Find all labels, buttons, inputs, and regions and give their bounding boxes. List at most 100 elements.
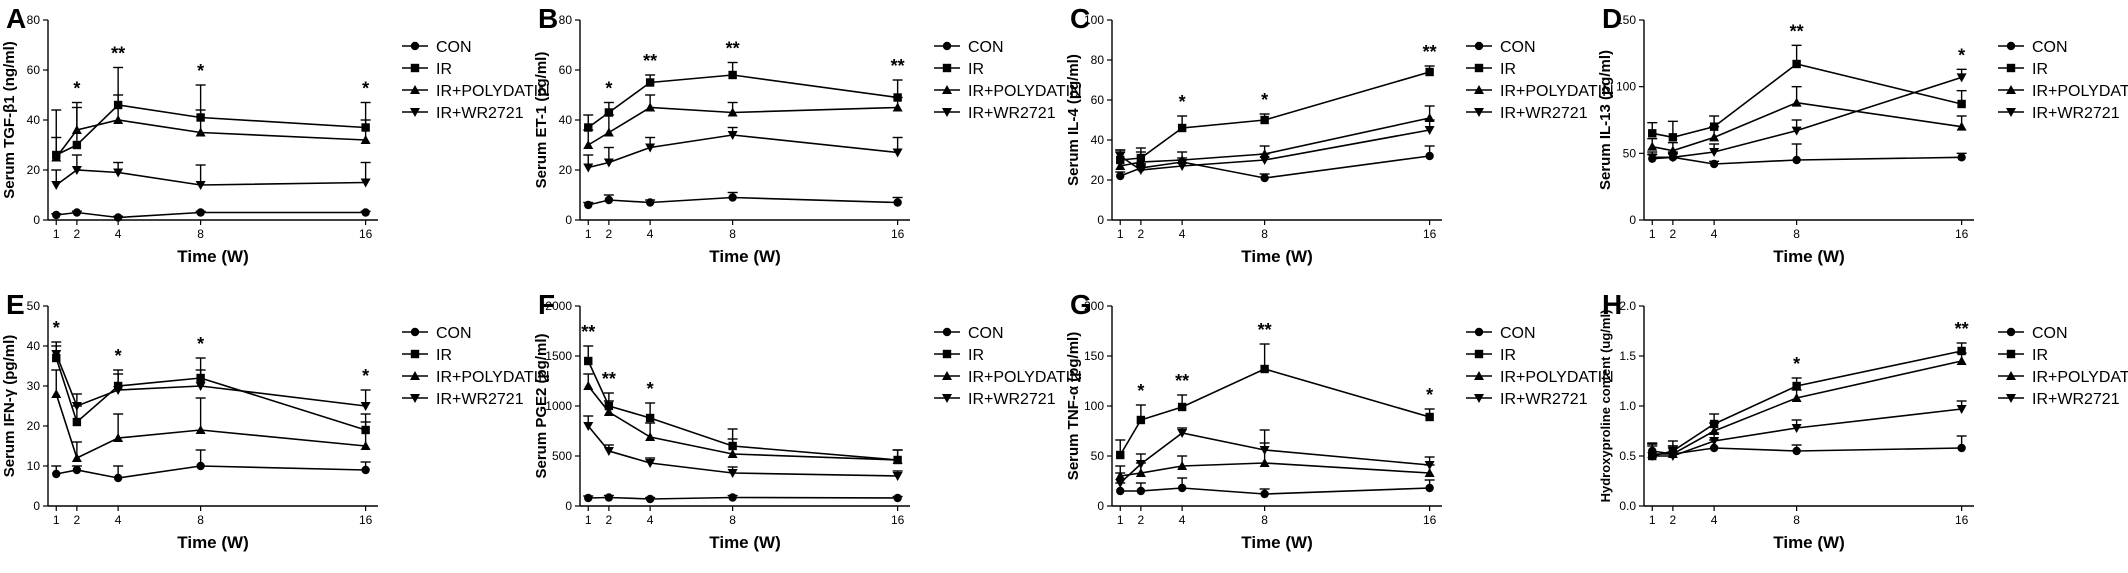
significance-annotation: ** bbox=[111, 44, 125, 64]
y-tick-label: 60 bbox=[1091, 93, 1105, 107]
series-ir-wr2721 bbox=[1115, 119, 1435, 175]
series-line bbox=[1652, 156, 1962, 165]
x-tick-label: 1 bbox=[1117, 227, 1124, 241]
data-point bbox=[1259, 458, 1270, 467]
y-tick-label: 80 bbox=[559, 13, 573, 27]
significance-annotation: ** bbox=[581, 322, 595, 342]
data-point bbox=[1792, 155, 1801, 165]
data-point bbox=[1136, 415, 1146, 425]
x-tick-label: 1 bbox=[53, 513, 60, 527]
significance-annotation: ** bbox=[1955, 319, 1969, 339]
legend: CON IR IR+POLYDATIN IR+WR2721 bbox=[1466, 325, 1614, 408]
y-tick-label: 1000 bbox=[545, 399, 572, 413]
series-ir-polydatin bbox=[1647, 85, 1967, 155]
x-axis-label: Time (W) bbox=[1241, 533, 1312, 552]
data-point bbox=[728, 70, 737, 80]
legend-label: IR bbox=[2032, 347, 2048, 364]
data-point bbox=[1259, 156, 1270, 165]
significance-annotation: ** bbox=[643, 51, 657, 71]
x-tick-label: 1 bbox=[1649, 227, 1656, 241]
x-tick-label: 16 bbox=[1423, 227, 1437, 241]
data-point bbox=[1792, 59, 1801, 69]
chart-panel-a: A 0 20 40 60 80 1 2 4 8 16 Time (W) Serum TGF-β1 (ng… bbox=[1, 3, 550, 266]
legend-label: IR+WR2721 bbox=[1500, 391, 1588, 408]
significance-annotation: * bbox=[605, 79, 612, 99]
chart-panel-g: G 0 50 100 150 200 1 2 4 8 16 Time (W) Serum TNF-α (… bbox=[1065, 289, 1614, 552]
y-tick-label: 1.5 bbox=[1619, 349, 1636, 363]
data-point bbox=[728, 193, 737, 202]
data-point bbox=[51, 389, 62, 398]
series-line bbox=[1652, 76, 1962, 159]
data-point bbox=[603, 407, 614, 416]
data-point bbox=[727, 469, 738, 478]
y-tick-label: 100 bbox=[1084, 13, 1104, 27]
panel-label: C bbox=[1070, 3, 1090, 34]
legend-label: CON bbox=[2032, 39, 2068, 56]
y-tick-label: 80 bbox=[1091, 53, 1105, 67]
series-line bbox=[587, 106, 898, 146]
series-line bbox=[55, 169, 366, 186]
data-point bbox=[72, 465, 82, 475]
y-tick-label: 0 bbox=[1097, 213, 1104, 227]
legend-label: IR bbox=[2032, 61, 2048, 78]
y-tick-label: 10 bbox=[27, 459, 41, 473]
x-tick-label: 16 bbox=[1955, 227, 1969, 241]
data-point bbox=[1177, 483, 1187, 493]
data-point bbox=[1647, 141, 1658, 151]
data-point bbox=[645, 102, 656, 112]
legend-marker bbox=[942, 349, 952, 359]
x-axis-label: Time (W) bbox=[709, 247, 780, 266]
significance-annotation: * bbox=[1958, 45, 1965, 65]
legend-label: IR+POLYDATIN bbox=[2032, 369, 2128, 386]
legend-label: IR+WR2721 bbox=[436, 391, 524, 408]
y-tick-label: 60 bbox=[559, 63, 573, 77]
data-point bbox=[603, 447, 614, 456]
series-ir-wr2721 bbox=[51, 341, 371, 411]
x-tick-label: 8 bbox=[197, 227, 204, 241]
series-ir bbox=[583, 61, 903, 132]
x-tick-label: 1 bbox=[53, 227, 60, 241]
significance-annotation: * bbox=[1137, 381, 1144, 401]
x-tick-label: 16 bbox=[359, 227, 373, 241]
legend: CON IR IR+POLYDATIN IR+WR2721 bbox=[1998, 325, 2128, 408]
series-ir-wr2721 bbox=[51, 154, 371, 190]
data-point bbox=[196, 461, 205, 471]
data-point bbox=[645, 413, 655, 423]
x-tick-label: 1 bbox=[585, 227, 592, 241]
x-tick-label: 4 bbox=[1179, 513, 1186, 527]
y-tick-label: 1500 bbox=[545, 349, 572, 363]
panel-label: E bbox=[6, 289, 25, 320]
data-point bbox=[195, 425, 206, 434]
legend-label: IR bbox=[436, 61, 452, 78]
y-tick-label: 150 bbox=[1084, 349, 1104, 363]
y-tick-label: 0 bbox=[33, 499, 40, 513]
chart-panel-c: C 0 20 40 60 80 100 1 2 4 8 16 Time (W) Serum IL-4 (p… bbox=[1065, 3, 1614, 266]
legend-marker bbox=[1474, 63, 1484, 73]
x-tick-label: 2 bbox=[1670, 513, 1677, 527]
legend-label: CON bbox=[968, 325, 1004, 342]
series-con bbox=[583, 191, 903, 210]
series-ir bbox=[51, 345, 371, 435]
legend-marker bbox=[2006, 41, 2016, 51]
significance-annotation: ** bbox=[1790, 21, 1804, 41]
series-ir-wr2721 bbox=[1647, 400, 1967, 461]
legend: CON IR IR+POLYDATIN IR+WR2721 bbox=[1998, 39, 2128, 122]
data-point bbox=[893, 493, 902, 503]
data-point bbox=[72, 140, 82, 150]
x-tick-label: 2 bbox=[74, 513, 81, 527]
x-axis-label: Time (W) bbox=[1773, 533, 1844, 552]
data-point bbox=[1136, 486, 1146, 496]
y-axis-label: Serum PGE2 (pg/ml) bbox=[533, 333, 550, 478]
data-point bbox=[1177, 402, 1187, 412]
legend-marker bbox=[2006, 63, 2016, 73]
x-tick-label: 16 bbox=[1955, 513, 1969, 527]
x-tick-label: 4 bbox=[1711, 513, 1718, 527]
data-point bbox=[195, 127, 206, 137]
data-point bbox=[1957, 153, 1966, 162]
legend-label: CON bbox=[968, 39, 1004, 56]
legend-marker bbox=[2006, 85, 2016, 94]
data-point bbox=[360, 178, 371, 188]
series-con bbox=[1115, 477, 1435, 499]
data-point bbox=[195, 181, 206, 190]
